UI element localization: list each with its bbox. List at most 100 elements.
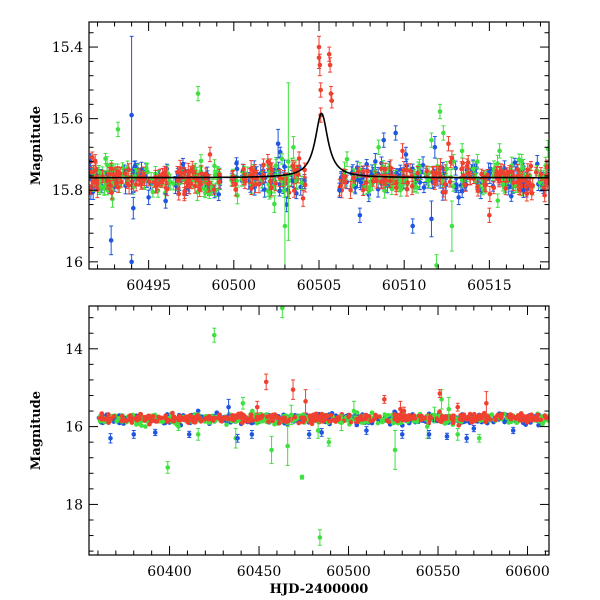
data-point-red — [424, 415, 429, 421]
data-point-red — [418, 417, 424, 423]
data-point-red — [290, 379, 296, 400]
x-tick-label: 60495 — [126, 278, 171, 294]
data-point-red — [542, 188, 547, 203]
data-point-blue — [444, 432, 450, 440]
data-point-red — [538, 167, 544, 182]
data-point-red — [318, 82, 324, 98]
y-tick-label: 16 — [65, 420, 83, 436]
data-point-blue — [471, 424, 477, 433]
y-tick-label: 14 — [65, 342, 83, 358]
data-point-green — [299, 175, 305, 190]
data-point-red — [438, 158, 443, 176]
data-point-green — [280, 306, 285, 319]
data-point-green — [115, 121, 121, 138]
data-point-green — [506, 420, 512, 425]
x-tick-label: 60510 — [382, 278, 427, 294]
data-point-red — [530, 177, 536, 193]
data-point-green — [224, 422, 229, 427]
data-point-red — [527, 417, 533, 423]
data-point-green — [351, 400, 357, 422]
data-point-red — [449, 416, 454, 421]
data-point-blue — [277, 146, 283, 158]
data-point-blue — [364, 426, 369, 435]
data-point-red — [206, 414, 212, 419]
data-point-blue — [275, 128, 281, 159]
data-point-red — [406, 413, 412, 418]
data-point-red — [378, 162, 384, 176]
data-point-red — [133, 177, 139, 192]
data-point-blue — [399, 430, 405, 439]
data-point-red — [93, 162, 99, 178]
data-point-green — [375, 420, 381, 426]
data-point-blue — [186, 430, 192, 439]
data-point-blue — [163, 193, 168, 209]
data-point-red — [273, 415, 279, 420]
data-point-red — [195, 173, 201, 189]
data-point-red — [148, 415, 153, 420]
data-point-blue — [426, 430, 432, 439]
data-point-red — [373, 412, 378, 418]
data-point-red — [99, 411, 105, 416]
data-point-red — [192, 178, 198, 194]
data-point-red — [327, 57, 333, 73]
data-point-red — [528, 161, 534, 172]
y-tick-label: 15.8 — [52, 183, 83, 199]
data-point-red — [89, 151, 95, 164]
data-point-red — [471, 417, 476, 423]
y-axis-label: Magnitude — [29, 106, 44, 185]
data-point-red — [157, 415, 163, 421]
data-point-red — [465, 168, 471, 180]
data-point-red — [488, 417, 493, 422]
data-point-red — [517, 416, 523, 422]
data-point-red — [108, 416, 114, 421]
data-point-red — [531, 415, 536, 420]
data-point-red — [521, 413, 526, 419]
data-point-red — [189, 417, 194, 422]
data-point-red — [518, 183, 523, 196]
data-point-green — [299, 474, 305, 480]
data-point-red — [199, 165, 204, 183]
data-point-red — [415, 166, 421, 181]
data-point-blue — [226, 398, 231, 416]
data-point-red — [356, 417, 362, 422]
data-point-red — [188, 178, 194, 189]
data-point-red — [302, 177, 308, 193]
data-point-red — [113, 178, 119, 190]
data-point-red — [309, 419, 314, 424]
data-point-red — [328, 412, 334, 418]
data-point-red — [495, 412, 500, 418]
data-point-red — [303, 389, 308, 414]
data-point-red — [326, 46, 332, 62]
data-point-red — [346, 414, 351, 420]
data-point-green — [211, 327, 217, 343]
data-point-blue — [393, 125, 398, 141]
data-point-green — [269, 435, 274, 465]
data-point-red — [277, 168, 283, 187]
data-point-green — [446, 396, 452, 422]
data-point-red — [535, 412, 541, 418]
data-point-red — [187, 165, 193, 177]
data-point-red — [501, 164, 506, 182]
x-axis-label: HJD-2400000 — [270, 582, 369, 597]
data-point-green — [288, 404, 294, 426]
data-point-green — [240, 396, 246, 410]
x-tick-label: 60515 — [467, 278, 512, 294]
data-point-red — [437, 409, 442, 414]
data-point-blue — [152, 428, 158, 437]
x-tick-label: 60450 — [237, 564, 282, 580]
data-point-red — [475, 181, 480, 193]
data-point-red — [259, 415, 264, 420]
data-point-green — [171, 176, 176, 191]
data-point-red — [90, 176, 96, 188]
data-point-red — [401, 406, 407, 416]
panel-bottom: 60400 60450 60500 60550 60600 14 16 18 Magnitude… — [29, 305, 550, 597]
data-point-red — [496, 174, 502, 188]
data-point-green — [339, 414, 344, 431]
data-point-blue — [146, 189, 151, 206]
data-point-red — [479, 168, 484, 180]
data-point-blue — [456, 189, 462, 206]
data-point-green — [195, 428, 201, 441]
data-point-red — [296, 420, 301, 426]
data-point-blue — [235, 433, 240, 443]
data-point-red — [363, 174, 369, 191]
